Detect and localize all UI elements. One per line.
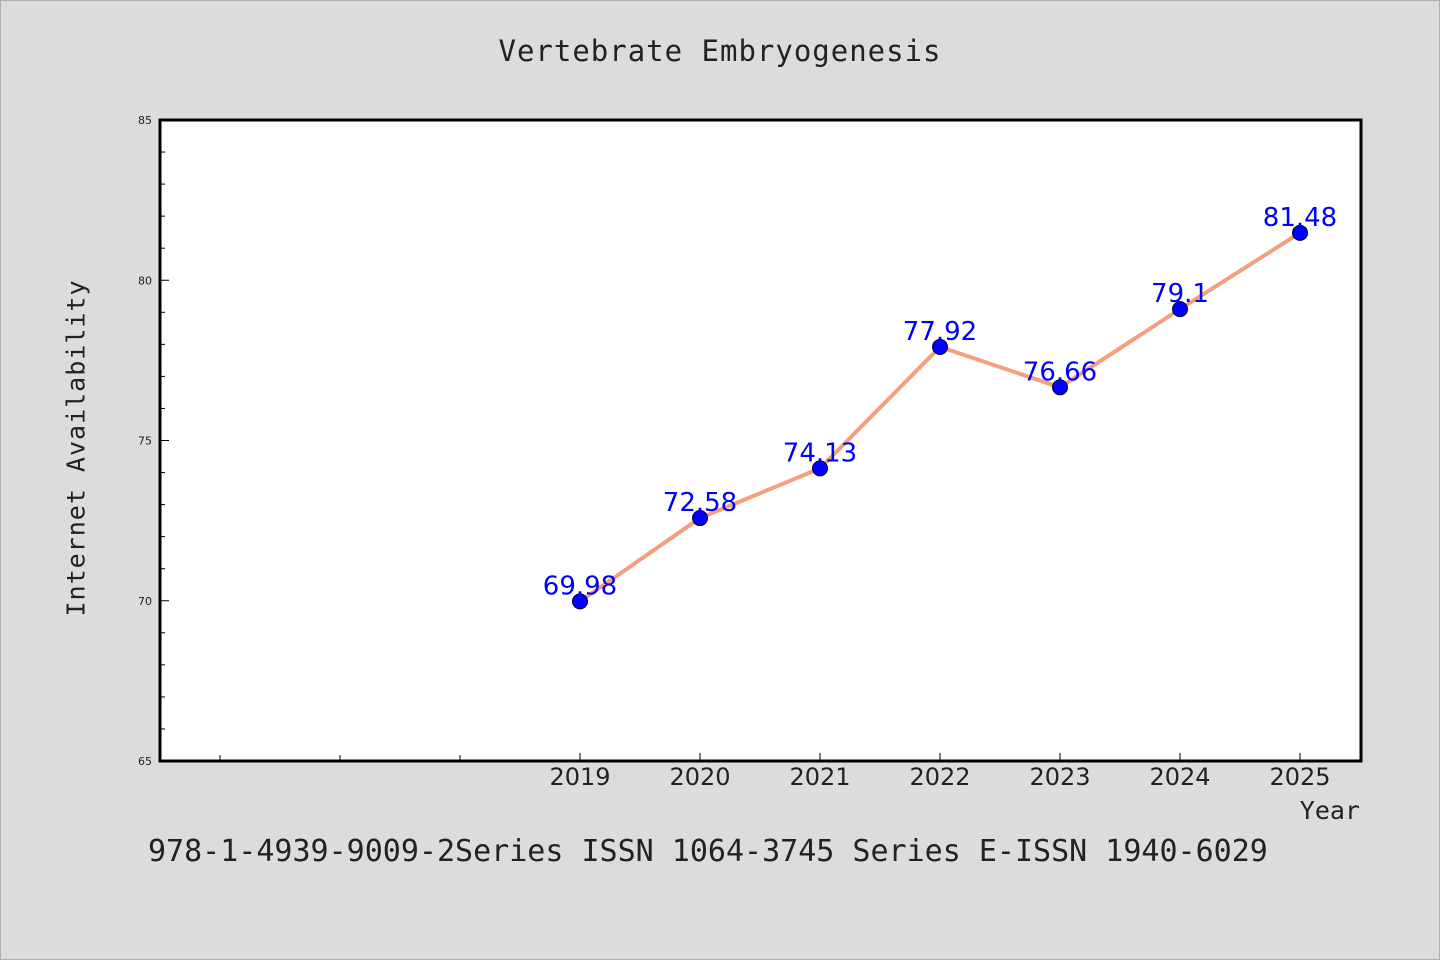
data-point [812, 460, 828, 477]
x-tick-label: 2025 [1269, 763, 1330, 791]
data-point [1052, 379, 1068, 396]
chart-title: Vertebrate Embryogenesis [498, 34, 942, 68]
data-label: 74.13 [783, 438, 857, 468]
x-tick-label: 2023 [1029, 763, 1090, 791]
data-label: 69.98 [543, 571, 617, 601]
x-tick-label: 2022 [909, 763, 970, 791]
data-label: 76.66 [1023, 357, 1097, 387]
y-tick-label: 70 [138, 595, 152, 608]
data-point [1172, 301, 1188, 318]
y-tick-label: 65 [138, 755, 152, 768]
x-tick-label: 2020 [669, 763, 730, 791]
x-tick-label: 2024 [1149, 763, 1210, 791]
data-label: 77.92 [903, 317, 977, 347]
data-label: 81.48 [1263, 203, 1337, 233]
y-tick-label: 75 [138, 435, 152, 448]
data-point [932, 338, 948, 355]
x-axis-label: Year [1299, 796, 1360, 825]
y-tick-label: 85 [138, 114, 152, 127]
y-tick-label: 80 [138, 274, 152, 287]
plot-border [158, 118, 1363, 763]
x-tick-label: 2019 [549, 763, 610, 791]
plot-area [160, 120, 1361, 761]
data-point [572, 593, 588, 610]
isbn-issn-text: 978-1-4939-9009-2Series ISSN 1064-3745 S… [148, 834, 1268, 869]
data-point [1292, 224, 1308, 241]
data-label: 79.1 [1151, 279, 1209, 309]
x-tick-label: 2021 [789, 763, 850, 791]
data-label: 72.58 [663, 488, 737, 518]
data-point [692, 510, 708, 527]
